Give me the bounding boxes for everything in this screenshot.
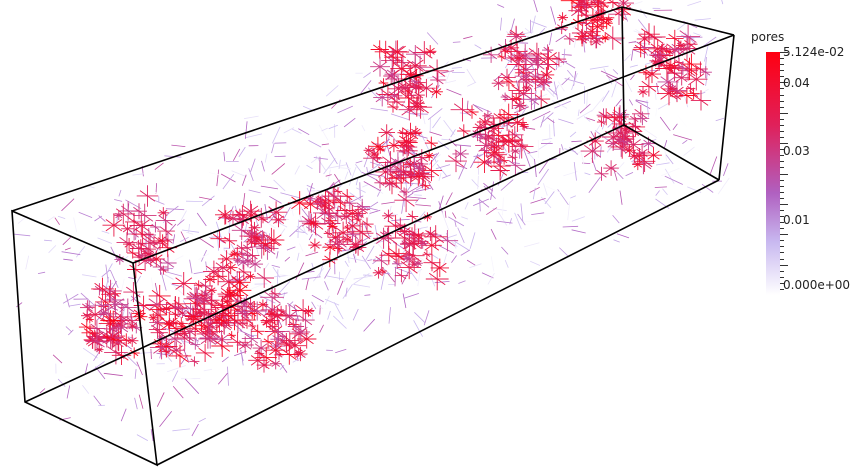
scalar-bar-max-label: 5.124e-02 [783,45,845,59]
bounding-box-frame [11,6,735,467]
scalar-bar-label-0.03: 0.03 [783,144,810,158]
scalar-bar-title: pores [751,30,785,44]
scalar-bar-legend: pores 5.124e-02 0.04 0.03 0.01 0.000e+00 [748,30,858,300]
scalar-bar-gradient [766,52,780,295]
scalar-bar-ticks [780,52,788,290]
scalar-bar-label-0.01: 0.01 [783,213,810,227]
scalar-bar-min-label: 0.000e+00 [783,278,851,292]
pore-network-glyphs [14,0,730,442]
scalar-bar-label-0.04: 0.04 [783,76,810,90]
